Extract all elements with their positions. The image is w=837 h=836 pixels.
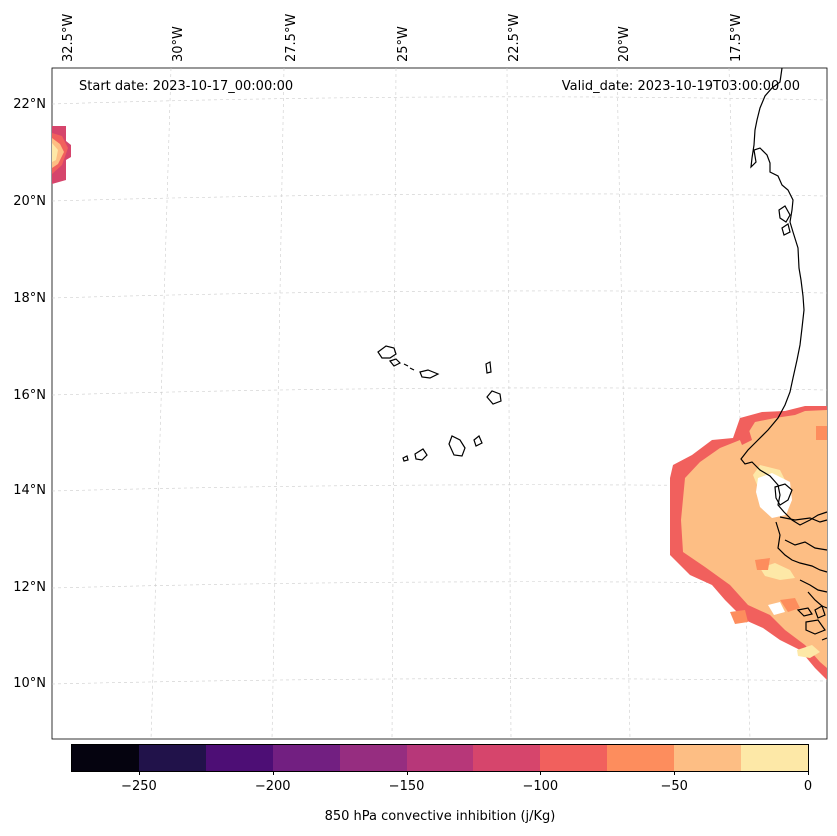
graticule bbox=[51, 67, 828, 740]
colorbar-tick-mark bbox=[674, 771, 676, 775]
colorbar-tick-label: −150 bbox=[388, 779, 425, 794]
lat-label: 10°N bbox=[13, 676, 46, 691]
colorbar-ticks: −250 −200 −150 −100 −50 0 bbox=[72, 771, 812, 794]
colorbar-tick-label: −50 bbox=[660, 779, 688, 794]
colorbar: −250 −200 −150 −100 −50 0 bbox=[71, 744, 812, 794]
cin-field-west bbox=[52, 126, 71, 184]
lon-label: 27.5°W bbox=[284, 13, 299, 62]
colorbar-bin bbox=[339, 745, 407, 771]
lat-label: 14°N bbox=[13, 483, 46, 498]
colorbar-bin bbox=[72, 745, 139, 771]
colorbar-bin bbox=[406, 745, 474, 771]
colorbar-tick-mark bbox=[808, 771, 809, 775]
colorbar-tick-label: −250 bbox=[121, 779, 157, 794]
colorbar-bin bbox=[741, 745, 808, 771]
cape-verde-islands bbox=[377, 345, 502, 462]
colorbar-tick-label: −100 bbox=[522, 779, 559, 794]
colorbar-bin bbox=[473, 745, 541, 771]
start-date-label: Start date: 2023-10-17_00:00:00 bbox=[79, 79, 294, 94]
valid-date-label: Valid_date: 2023-10-19T03:00:00.00 bbox=[561, 79, 800, 94]
colorbar-tick-label: −200 bbox=[254, 779, 291, 794]
colorbar-label: 850 hPa convective inhibition (j/Kg) bbox=[324, 809, 556, 824]
colorbar-tick-mark bbox=[138, 771, 140, 775]
lon-label: 20°W bbox=[617, 26, 632, 62]
colorbar-bin bbox=[138, 745, 206, 771]
lat-label: 22°N bbox=[13, 97, 46, 112]
colorbar-tick-mark bbox=[406, 771, 408, 775]
colorbar-bin bbox=[674, 745, 742, 771]
lat-label: 18°N bbox=[13, 291, 46, 306]
colorbar-bins bbox=[71, 744, 809, 772]
colorbar-bin bbox=[607, 745, 675, 771]
colorbar-bin bbox=[540, 745, 608, 771]
cin-field-east bbox=[670, 406, 827, 680]
lon-label: 30°W bbox=[171, 26, 186, 62]
lon-label: 17.5°W bbox=[729, 13, 744, 62]
map-frame bbox=[51, 67, 828, 740]
lat-label: 16°N bbox=[13, 388, 46, 403]
coastline bbox=[740, 67, 828, 641]
colorbar-tick-label: 0 bbox=[803, 779, 813, 794]
lat-label: 20°N bbox=[13, 194, 46, 209]
colorbar-tick-mark bbox=[272, 771, 274, 775]
colorbar-bin bbox=[272, 745, 340, 771]
colorbar-tick-mark bbox=[540, 771, 542, 775]
colorbar-bin bbox=[205, 745, 273, 771]
lat-label: 12°N bbox=[13, 580, 46, 595]
lon-label: 22.5°W bbox=[507, 13, 522, 62]
lon-label: 32.5°W bbox=[61, 13, 76, 62]
lon-label: 25°W bbox=[396, 26, 411, 62]
